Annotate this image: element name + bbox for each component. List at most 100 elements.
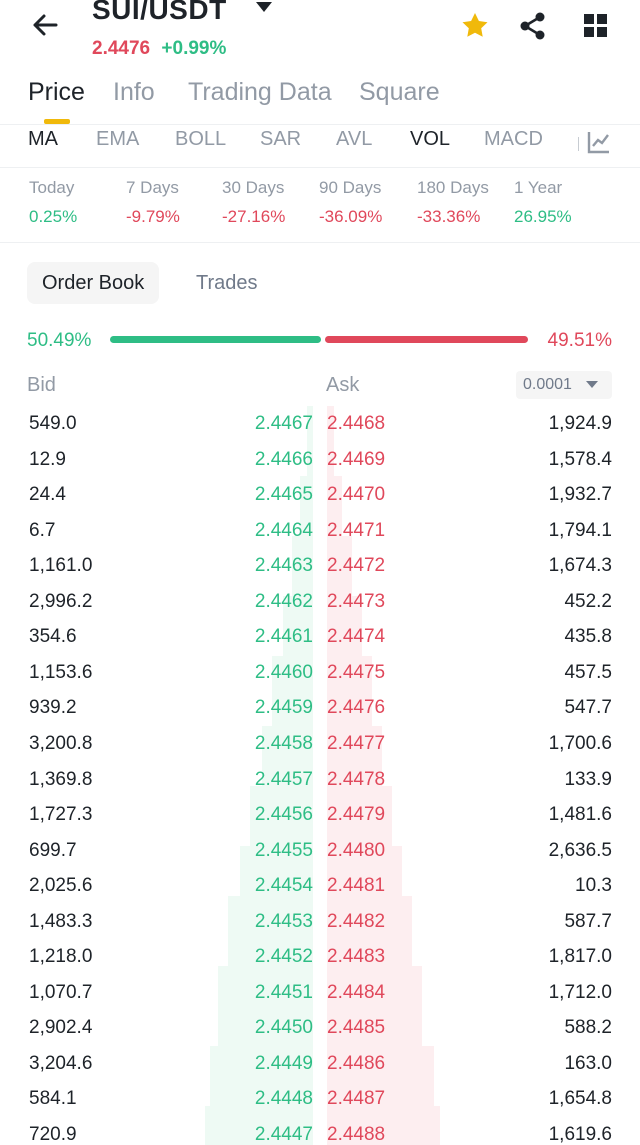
bid-quantity: 12.9 [29,448,66,470]
indicator-ma[interactable]: MA [28,128,58,150]
table-row[interactable]: 1,070.7 2.4451 2.4484 1,712.0 [0,975,640,1011]
table-row[interactable]: 1,483.3 2.4453 2.4482 587.7 [0,904,640,940]
bid-price: 2.4450 [254,1017,313,1039]
ask-price: 2.4473 [327,590,386,612]
table-row[interactable]: 549.0 2.4467 2.4468 1,924.9 [0,406,640,442]
grid-menu-icon[interactable] [580,10,612,42]
table-row[interactable]: 3,204.6 2.4449 2.4486 163.0 [0,1046,640,1082]
bid-price: 2.4458 [254,732,313,754]
ask-quantity: 2,636.5 [548,839,612,861]
ask-price: 2.4487 [327,1088,386,1110]
pair-title[interactable]: SUI/USDT [92,0,227,25]
precision-select[interactable]: 0.0001 [516,371,612,399]
ask-price: 2.4488 [327,1124,386,1145]
bid-price: 2.4461 [254,626,313,648]
ask-price: 2.4481 [327,875,386,897]
perf-today: Today 0.25% [29,178,77,227]
order-book: 549.0 2.4467 2.4468 1,924.9 12.9 2.4466 2.4469… [0,406,640,1145]
performance-row: Today 0.25% 7 Days -9.79% 30 Days -27.16… [0,166,640,243]
tab-square[interactable]: Square [359,78,440,106]
share-icon[interactable] [517,10,549,42]
tab-trading-data[interactable]: Trading Data [188,78,332,106]
bid-price: 2.4448 [254,1088,313,1110]
table-row[interactable]: 6.7 2.4464 2.4471 1,794.1 [0,513,640,549]
perf-label: 1 Year [514,178,563,197]
bid-price: 2.4459 [254,697,313,719]
table-row[interactable]: 1,153.6 2.4460 2.4475 457.5 [0,655,640,691]
ask-price: 2.4486 [327,1052,386,1074]
tab-trades[interactable]: Trades [196,272,258,294]
table-row[interactable]: 3,200.8 2.4458 2.4477 1,700.6 [0,726,640,762]
bid-price: 2.4465 [254,484,313,506]
table-row[interactable]: 720.9 2.4447 2.4488 1,619.6 [0,1117,640,1145]
bid-quantity: 1,153.6 [29,661,93,683]
table-row[interactable]: 2,996.2 2.4462 2.4473 452.2 [0,584,640,620]
indicator-bar: MA EMA BOLL SAR AVL VOL MACD [0,124,640,168]
bid-column-header: Bid [27,374,56,396]
bid-quantity: 354.6 [29,626,77,648]
depth-background [205,406,440,1145]
active-tab-indicator [44,119,70,124]
bid-quantity: 3,204.6 [29,1052,93,1074]
ask-quantity: 587.7 [564,910,612,932]
bid-quantity: 1,070.7 [29,981,93,1003]
ask-price: 2.4472 [327,555,386,577]
indicator-macd[interactable]: MACD [484,128,543,150]
bid-price: 2.4463 [254,555,313,577]
perf-7d: 7 Days -9.79% [126,178,180,227]
indicator-vol[interactable]: VOL [410,128,451,150]
perf-90d: 90 Days -36.09% [319,178,382,227]
indicator-sar[interactable]: SAR [260,128,302,150]
bid-price: 2.4455 [254,839,313,861]
tab-info[interactable]: Info [113,78,155,106]
table-row[interactable]: 24.4 2.4465 2.4470 1,932.7 [0,477,640,513]
tab-price[interactable]: Price [28,78,85,106]
caret-down-icon[interactable] [256,2,272,12]
table-row[interactable]: 354.6 2.4461 2.4474 435.8 [0,619,640,655]
table-row[interactable]: 1,161.0 2.4463 2.4472 1,674.3 [0,548,640,584]
bid-quantity: 1,218.0 [29,946,93,968]
bid-quantity: 1,727.3 [29,804,93,826]
table-row[interactable]: 1,218.0 2.4452 2.4483 1,817.0 [0,939,640,975]
ask-quantity: 1,794.1 [548,519,612,541]
table-row[interactable]: 1,727.3 2.4456 2.4479 1,481.6 [0,797,640,833]
bid-quantity: 1,483.3 [29,910,93,932]
bid-depth-area [205,406,313,1145]
header: SUI/USDT 2.4476 +0.99% [0,0,640,70]
ask-ratio: 49.51% [547,330,612,351]
ask-quantity: 588.2 [564,1017,612,1039]
table-row[interactable]: 2,025.6 2.4454 2.4481 10.3 [0,868,640,904]
ask-quantity: 1,481.6 [548,804,612,826]
back-arrow-icon[interactable] [28,8,62,42]
table-row[interactable]: 584.1 2.4448 2.4487 1,654.8 [0,1081,640,1117]
ask-price: 2.4476 [327,697,386,719]
bid-price: 2.4456 [254,804,313,826]
ask-price: 2.4479 [327,804,386,826]
perf-label: 30 Days [222,178,285,197]
perf-label: 90 Days [319,178,382,197]
ask-depth-area [327,406,440,1145]
buy-sell-ratio: 50.49% 49.51% [0,326,640,356]
table-row[interactable]: 699.7 2.4455 2.4480 2,636.5 [0,833,640,869]
main-tabs: Price Info Trading Data Square [0,74,640,124]
table-row[interactable]: 2,902.4 2.4450 2.4485 588.2 [0,1010,640,1046]
price-change: +0.99% [161,38,227,59]
star-icon[interactable] [459,10,491,42]
chart-settings-icon[interactable] [586,129,612,155]
ask-price: 2.4475 [327,661,386,683]
ask-quantity: 133.9 [564,768,612,790]
table-row[interactable]: 12.9 2.4466 2.4469 1,578.4 [0,442,640,478]
tab-order-book[interactable]: Order Book [27,262,160,304]
ask-quantity: 457.5 [564,661,612,683]
ask-quantity: 1,578.4 [548,448,612,470]
ask-quantity: 1,674.3 [548,555,612,577]
indicator-avl[interactable]: AVL [336,128,373,150]
indicator-boll[interactable]: BOLL [175,128,227,150]
perf-label: Today [29,178,75,197]
ask-price: 2.4469 [327,448,386,470]
perf-label: 7 Days [126,178,179,197]
indicator-ema[interactable]: EMA [96,128,140,150]
table-row[interactable]: 939.2 2.4459 2.4476 547.7 [0,690,640,726]
table-row[interactable]: 1,369.8 2.4457 2.4478 133.9 [0,762,640,798]
precision-value: 0.0001 [523,376,572,393]
